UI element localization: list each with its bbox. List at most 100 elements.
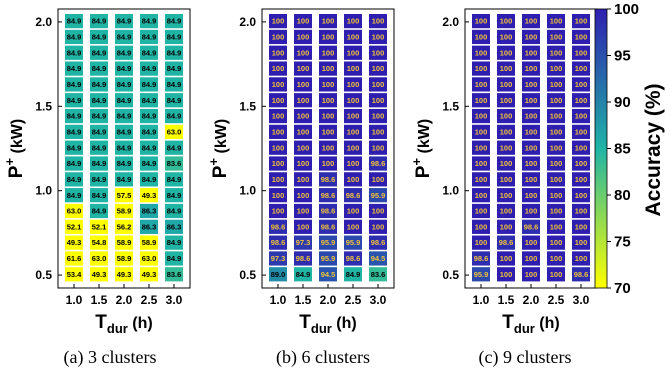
heatmap-cell-label: 84.9 <box>142 48 157 57</box>
heatmap-cell <box>497 124 515 139</box>
heatmap-cell-label: 86.3 <box>167 222 182 231</box>
heatmap-cell-label: 100 <box>500 175 513 184</box>
heatmap-cell <box>547 124 565 139</box>
panel-caption: (b) 6 clusters <box>276 347 370 368</box>
heatmap-cell-label: 98.6 <box>346 254 361 263</box>
heatmap-cell <box>547 61 565 76</box>
heatmap-cell-label: 84.9 <box>92 112 107 121</box>
heatmap-cell <box>294 203 312 219</box>
heatmap-cell <box>115 188 133 203</box>
heatmap-cell <box>522 124 540 139</box>
heatmap-cell-label: 100 <box>475 191 488 200</box>
heatmap-cell <box>522 93 540 108</box>
heatmap-cell <box>165 45 183 60</box>
heatmap-cell-label: 84.9 <box>67 175 82 184</box>
heatmap-cell <box>90 251 108 266</box>
heatmap-cell <box>472 29 490 45</box>
heatmap-cell-label: 100 <box>272 48 285 57</box>
heatmap-cell-label: 100 <box>550 207 563 216</box>
heatmap-cell <box>140 156 158 171</box>
heatmap-cell <box>547 172 565 187</box>
heatmap-cell <box>294 77 312 92</box>
heatmap-cell-label: 98.6 <box>371 159 386 168</box>
heatmap-cell-label: 100 <box>575 112 588 121</box>
heatmap-cell <box>90 140 108 155</box>
heatmap-cell <box>344 77 362 92</box>
heatmap-cell <box>165 203 183 219</box>
heatmap-cell-label: 84.9 <box>117 17 132 26</box>
heatmap-cell-label: 100 <box>500 254 513 263</box>
heatmap-cell-label: 84.9 <box>117 143 132 152</box>
colorbar-tick-label: 70 <box>614 280 631 297</box>
heatmap-cell <box>369 61 387 76</box>
heatmap-cell <box>319 77 337 92</box>
heatmap-cell <box>344 93 362 108</box>
heatmap-cell <box>572 61 590 76</box>
heatmap-cell-label: 100 <box>347 207 360 216</box>
heatmap-cell <box>115 29 133 45</box>
heatmap-cell-label: 95.9 <box>371 191 386 200</box>
heatmap-cell <box>65 108 83 124</box>
heatmap-cell-label: 100 <box>550 80 563 89</box>
heatmap-cell-label: 94.5 <box>371 254 386 263</box>
heatmap-cell <box>115 61 133 76</box>
heatmap-cell <box>497 108 515 124</box>
heatmap-cell <box>140 140 158 155</box>
heatmap-cell-label: 84.9 <box>142 96 157 105</box>
heatmap-cell-label: 100 <box>575 175 588 184</box>
heatmap-cell-label: 100 <box>322 112 335 121</box>
colorbar-tick-label: 100 <box>614 1 639 18</box>
heatmap-cell-label: 100 <box>575 191 588 200</box>
y-tick-label: 0.5 <box>35 268 52 282</box>
heatmap-cell <box>140 61 158 76</box>
heatmap-cell <box>472 45 490 60</box>
heatmap-cell <box>319 14 337 29</box>
heatmap-cell-label: 100 <box>475 17 488 26</box>
heatmap-cell-label: 49.3 <box>142 191 157 200</box>
heatmap-cell-label: 49.3 <box>67 238 82 247</box>
heatmap-cell-label: 83.6 <box>167 159 182 168</box>
heatmap-cell-label: 84.9 <box>142 80 157 89</box>
heatmap-cell <box>90 77 108 92</box>
heatmap-cell-label: 100 <box>575 33 588 42</box>
heatmap-cell-label: 84.9 <box>167 254 182 263</box>
heatmap-cell-label: 84.9 <box>67 64 82 73</box>
heatmap-cell-label: 100 <box>550 159 563 168</box>
heatmap-cell-label: 100 <box>322 127 335 136</box>
y-tick-label: 1.0 <box>239 184 256 198</box>
heatmap-cell-label: 100 <box>322 143 335 152</box>
heatmap-cell <box>90 172 108 187</box>
heatmap-cell-label: 100 <box>500 159 513 168</box>
panel-caption: (c) 9 clusters <box>479 347 572 368</box>
x-tick-label: 1.0 <box>270 293 287 307</box>
heatmap-cell <box>472 140 490 155</box>
heatmap-cell <box>522 188 540 203</box>
heatmap-cell-label: 100 <box>297 17 310 26</box>
heatmap-cell <box>344 267 362 282</box>
heatmap-cell-label: 52.1 <box>92 222 107 231</box>
heatmap-cell <box>369 235 387 250</box>
heatmap-cell <box>165 93 183 108</box>
heatmap-cell <box>344 29 362 45</box>
heatmap-cell-label: 100 <box>372 80 385 89</box>
heatmap-cell-label: 100 <box>550 127 563 136</box>
heatmap-cell-label: 100 <box>575 159 588 168</box>
heatmap-cell <box>65 235 83 250</box>
heatmap-cell <box>165 267 183 282</box>
heatmap-cell-label: 100 <box>372 112 385 121</box>
heatmap-cell <box>65 29 83 45</box>
heatmap-cell-label: 84.9 <box>167 33 182 42</box>
heatmap-cell <box>319 124 337 139</box>
heatmap-cell-label: 100 <box>525 127 538 136</box>
heatmap-cell <box>140 124 158 139</box>
heatmap-cell <box>115 251 133 266</box>
heatmap-cell-label: 100 <box>297 33 310 42</box>
heatmap-cell <box>294 14 312 29</box>
heatmap-cell <box>547 267 565 282</box>
heatmap-cell <box>522 14 540 29</box>
heatmap-cell <box>344 219 362 234</box>
heatmap-cell <box>140 203 158 219</box>
heatmap-cell-label: 100 <box>297 207 310 216</box>
x-tick-label: 3.0 <box>370 293 387 307</box>
